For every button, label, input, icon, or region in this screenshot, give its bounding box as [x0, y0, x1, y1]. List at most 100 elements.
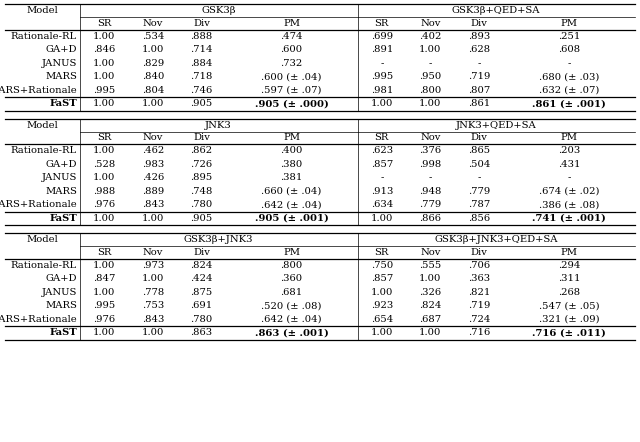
Text: .998: .998 [419, 160, 442, 169]
Text: .732: .732 [280, 59, 303, 68]
Text: .402: .402 [419, 32, 442, 41]
Text: .787: .787 [468, 200, 490, 209]
Text: .895: .895 [190, 173, 212, 182]
Text: Rationale-RL: Rationale-RL [11, 32, 77, 41]
Text: .779: .779 [468, 187, 490, 196]
Text: .504: .504 [468, 160, 490, 169]
Text: -: - [477, 59, 481, 68]
Text: .431: .431 [558, 160, 580, 169]
Text: .750: .750 [371, 261, 393, 270]
Text: .746: .746 [190, 86, 212, 95]
Text: .623: .623 [371, 146, 393, 155]
Text: .294: .294 [558, 261, 580, 270]
Text: .843: .843 [141, 200, 164, 209]
Text: 1.00: 1.00 [141, 274, 164, 283]
Text: .821: .821 [468, 288, 490, 297]
Text: MARS: MARS [45, 301, 77, 310]
Text: 1.00: 1.00 [419, 99, 442, 108]
Text: .660 (± .04): .660 (± .04) [261, 187, 322, 196]
Text: .779: .779 [419, 200, 442, 209]
Text: .778: .778 [141, 288, 164, 297]
Text: -: - [429, 173, 432, 182]
Text: 1.00: 1.00 [419, 328, 442, 337]
Text: .840: .840 [141, 72, 164, 81]
Text: Div: Div [193, 248, 210, 257]
Text: .866: .866 [419, 214, 442, 223]
Text: 1.00: 1.00 [93, 99, 115, 108]
Text: MARS+Rationale: MARS+Rationale [0, 86, 77, 95]
Text: .753: .753 [141, 301, 164, 310]
Text: GA+D: GA+D [45, 160, 77, 169]
Text: .600: .600 [280, 45, 303, 54]
Text: Rationale-RL: Rationale-RL [11, 146, 77, 155]
Text: .807: .807 [468, 86, 490, 95]
Text: Model: Model [27, 235, 58, 244]
Text: .380: .380 [280, 160, 303, 169]
Text: .600 (± .04): .600 (± .04) [261, 72, 322, 81]
Text: .824: .824 [419, 301, 442, 310]
Text: .251: .251 [558, 32, 580, 41]
Text: 1.00: 1.00 [419, 274, 442, 283]
Text: GA+D: GA+D [45, 45, 77, 54]
Text: 1.00: 1.00 [371, 99, 393, 108]
Text: .905 (± .000): .905 (± .000) [255, 99, 328, 108]
Text: SR: SR [97, 133, 111, 142]
Text: .857: .857 [371, 160, 393, 169]
Text: .865: .865 [468, 146, 490, 155]
Text: -: - [568, 173, 571, 182]
Text: .642 (± .04): .642 (± .04) [261, 315, 322, 324]
Text: .724: .724 [468, 315, 490, 324]
Text: 1.00: 1.00 [93, 146, 115, 155]
Text: .741 (± .001): .741 (± .001) [532, 214, 606, 223]
Text: .719: .719 [468, 301, 490, 310]
Text: 1.00: 1.00 [93, 32, 115, 41]
Text: -: - [380, 173, 383, 182]
Text: .995: .995 [371, 72, 393, 81]
Text: Nov: Nov [420, 133, 440, 142]
Text: 1.00: 1.00 [141, 99, 164, 108]
Text: 1.00: 1.00 [371, 328, 393, 337]
Text: MARS: MARS [45, 187, 77, 196]
Text: .863 (± .001): .863 (± .001) [255, 328, 328, 337]
Text: .363: .363 [468, 274, 490, 283]
Text: .326: .326 [419, 288, 442, 297]
Text: .905 (± .001): .905 (± .001) [255, 214, 328, 223]
Text: -: - [568, 59, 571, 68]
Text: .862: .862 [190, 146, 212, 155]
Text: PM: PM [561, 248, 577, 257]
Text: .528: .528 [93, 160, 115, 169]
Text: .829: .829 [141, 59, 164, 68]
Text: PM: PM [561, 19, 577, 28]
Text: FaST: FaST [49, 328, 77, 337]
Text: .424: .424 [190, 274, 212, 283]
Text: -: - [380, 59, 383, 68]
Text: .981: .981 [371, 86, 393, 95]
Text: .884: .884 [190, 59, 212, 68]
Text: .843: .843 [141, 315, 164, 324]
Text: JNK3: JNK3 [205, 121, 232, 130]
Text: .360: .360 [280, 274, 303, 283]
Text: .976: .976 [93, 315, 115, 324]
Text: .681: .681 [280, 288, 303, 297]
Text: .780: .780 [190, 200, 212, 209]
Text: 1.00: 1.00 [93, 288, 115, 297]
Text: .846: .846 [93, 45, 115, 54]
Text: .555: .555 [419, 261, 442, 270]
Text: .726: .726 [190, 160, 212, 169]
Text: 1.00: 1.00 [371, 214, 393, 223]
Text: PM: PM [561, 133, 577, 142]
Text: .861: .861 [468, 99, 490, 108]
Text: Nov: Nov [420, 19, 440, 28]
Text: .847: .847 [93, 274, 115, 283]
Text: .634: .634 [371, 200, 393, 209]
Text: .824: .824 [190, 261, 212, 270]
Text: .800: .800 [280, 261, 303, 270]
Text: PM: PM [283, 133, 300, 142]
Text: 1.00: 1.00 [93, 59, 115, 68]
Text: .948: .948 [419, 187, 442, 196]
Text: .923: .923 [371, 301, 393, 310]
Text: .861 (± .001): .861 (± .001) [532, 99, 606, 108]
Text: .863: .863 [190, 328, 212, 337]
Text: Rationale-RL: Rationale-RL [11, 261, 77, 270]
Text: .748: .748 [190, 187, 212, 196]
